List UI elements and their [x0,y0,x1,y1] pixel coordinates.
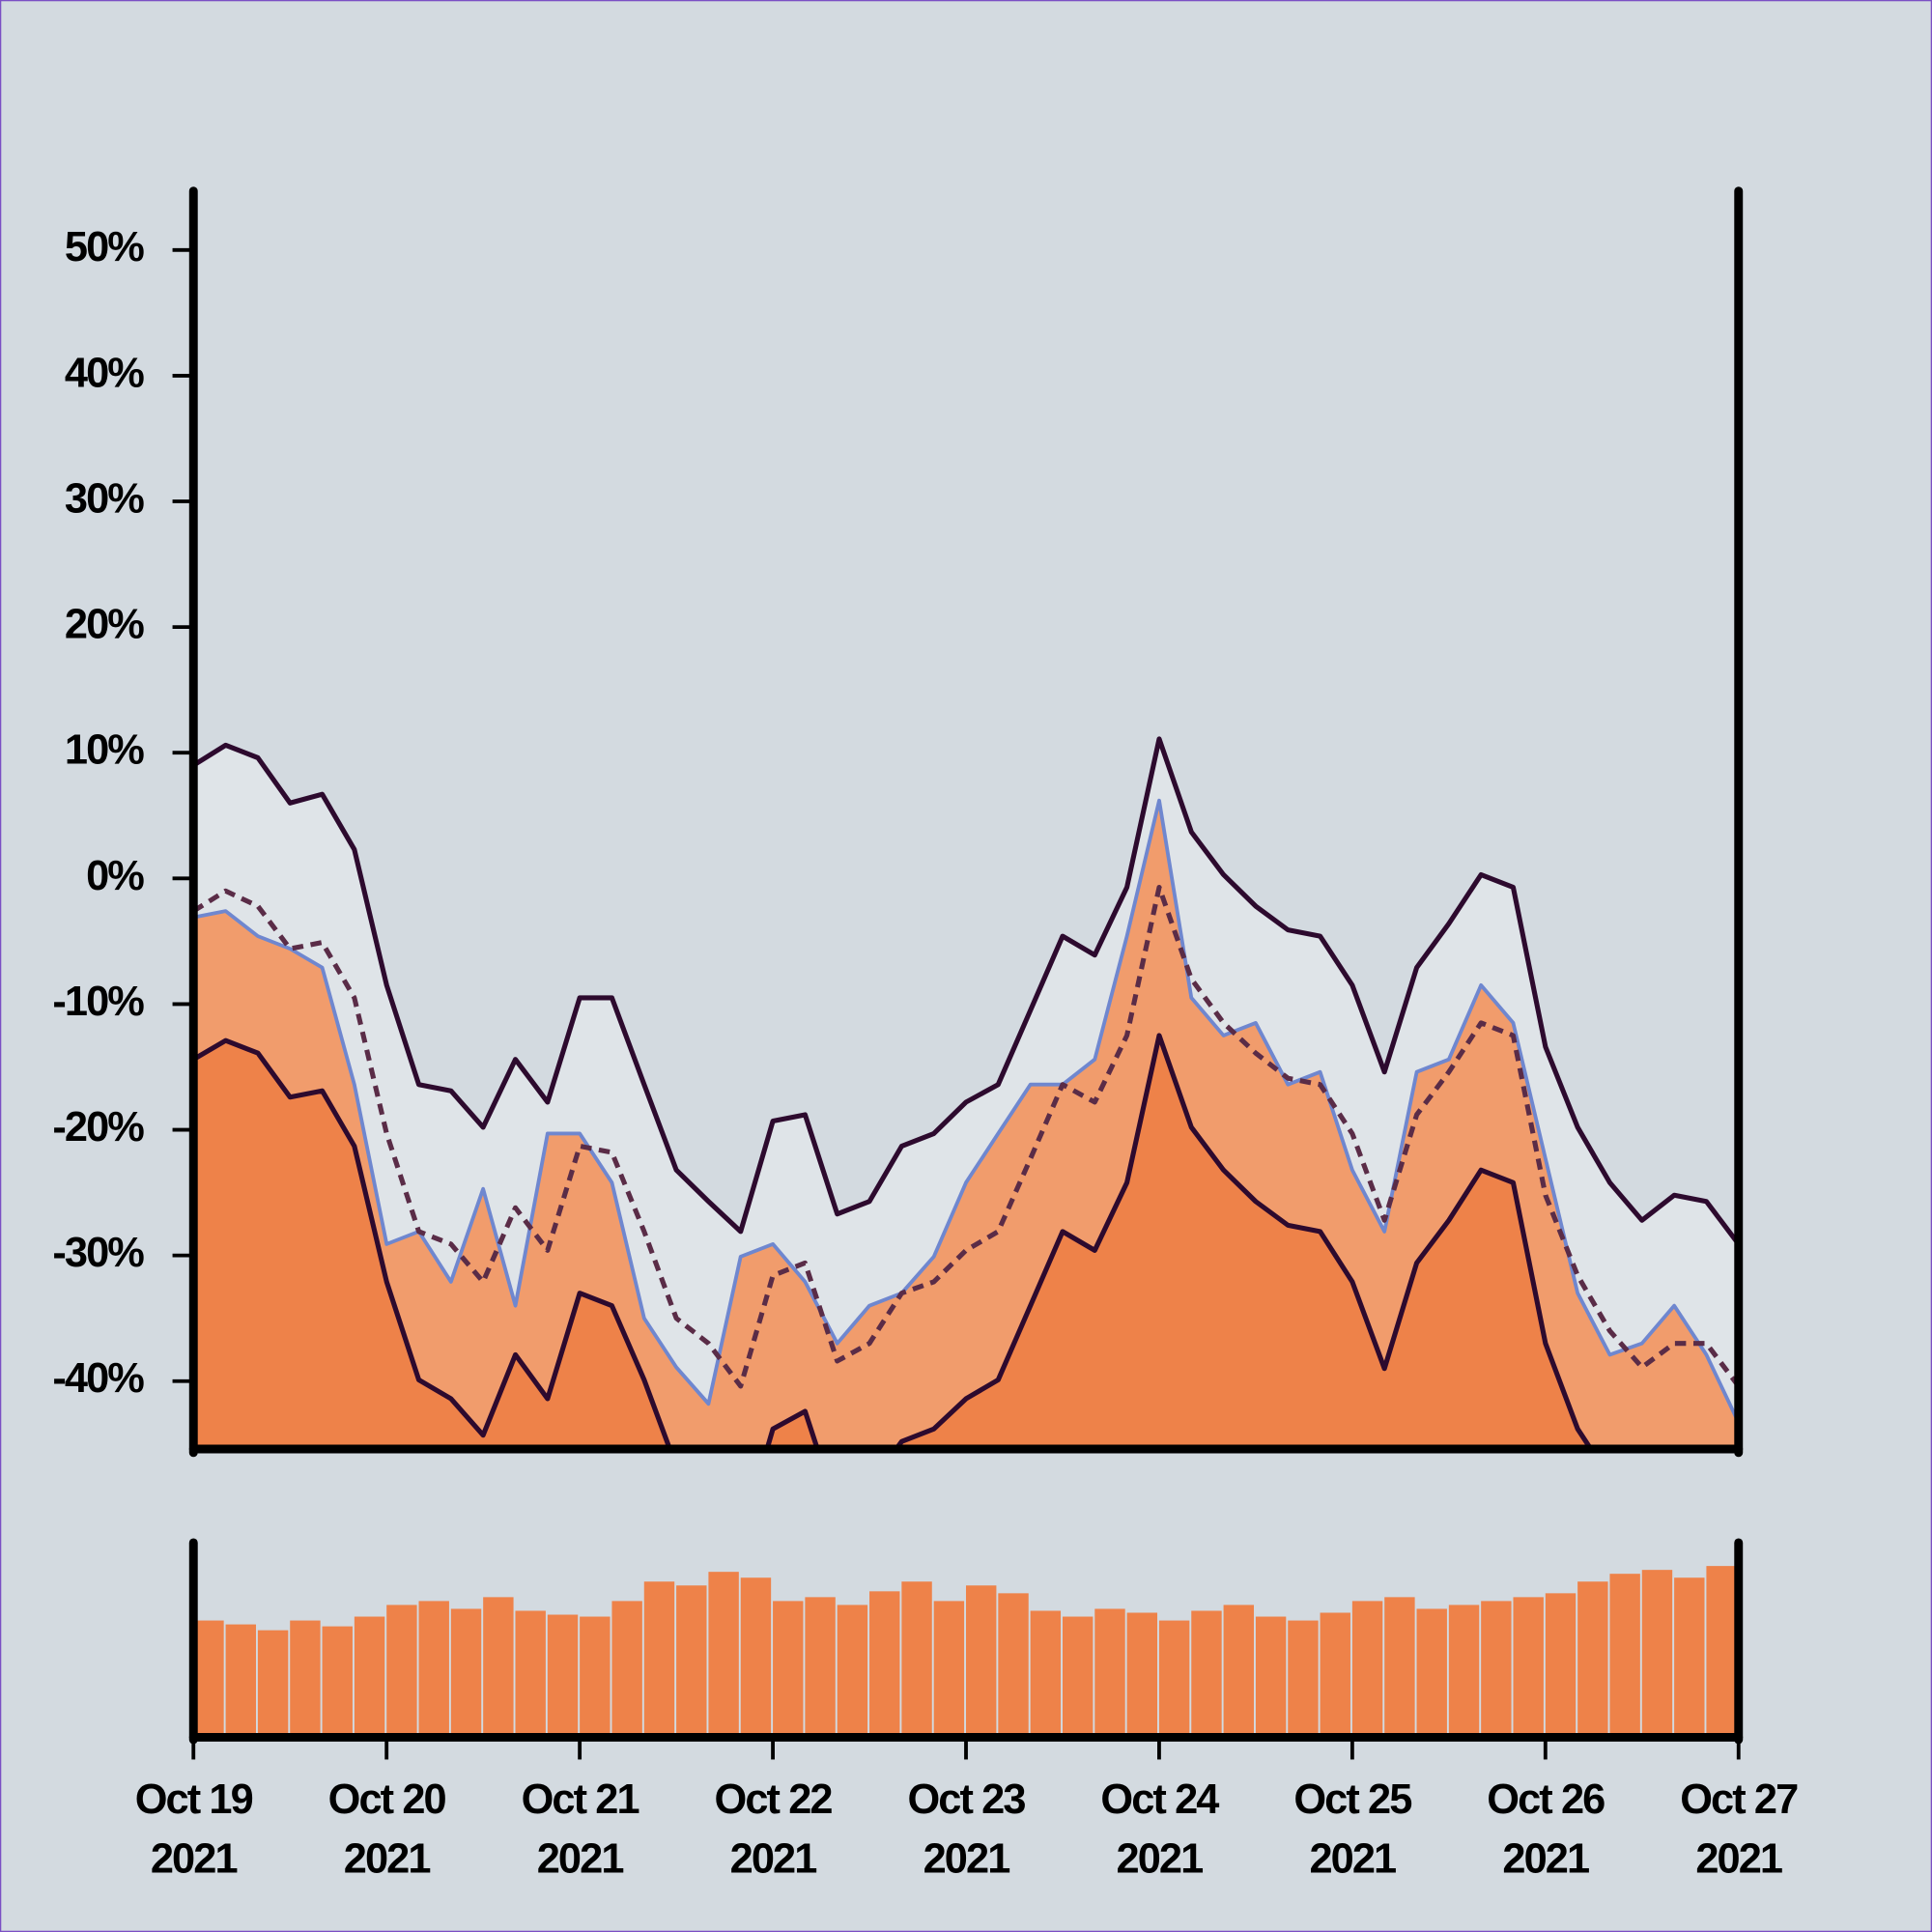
x-tick-label-line: Oct 21 [522,1777,639,1824]
volume-bar [740,1577,772,1738]
x-tick-label-line: Oct 20 [328,1777,446,1824]
y-tick-label: 40% [65,350,144,396]
x-tick-label-line: Oct 27 [1680,1777,1798,1824]
y-tick-label: -10% [52,979,144,1025]
volume-bar [1577,1581,1608,1738]
volume-bar [1351,1601,1383,1738]
x-tick-label-line: Oct 26 [1487,1777,1605,1824]
area-fill [193,1035,1591,1449]
x-tick-label-line: Oct 25 [1293,1777,1411,1824]
volume-bar [193,1620,224,1738]
volume-bar [386,1605,417,1738]
volume-bar [1384,1597,1415,1738]
x-tick-label: Oct 26 2021 [1487,1777,1605,1883]
y-tick-label: -40% [52,1355,144,1402]
y-tick-label: 0% [86,853,144,899]
plot-area [193,736,1739,1449]
x-tick-label-line: 2021 [1502,1836,1589,1883]
x-tick-label-line: 2021 [1695,1836,1782,1883]
volume-bar [547,1614,579,1738]
volume-bar [1030,1610,1062,1738]
volume-bar [1126,1612,1158,1738]
volume-bar [515,1610,546,1738]
volume-bar [1609,1574,1640,1738]
x-tick-label-line: 2021 [1117,1836,1204,1883]
volume-bar [708,1572,739,1738]
y-tick-label: 20% [65,602,144,648]
volume-bar [1416,1608,1447,1738]
volume-bar [805,1597,836,1738]
volume-bar [483,1597,514,1738]
x-tick-label: Oct 27 2021 [1680,1777,1798,1883]
x-tick-label-line: Oct 24 [1100,1777,1219,1824]
volume-bar [1481,1601,1512,1738]
line [193,736,1739,1246]
x-tick-label-line: 2021 [151,1836,238,1883]
volume-bar [643,1581,675,1738]
volume-bar [1094,1608,1125,1738]
volume-bar [1288,1620,1319,1738]
volume-bar [1641,1570,1673,1738]
x-tick-label-line: 2021 [730,1836,817,1883]
volume-bar [869,1591,900,1738]
volume-bar [1448,1605,1480,1738]
volume-bar [1255,1616,1287,1738]
volume-bar [611,1601,642,1738]
x-tick-label: Oct 22 2021 [715,1777,833,1883]
x-tick-label-line: 2021 [344,1836,431,1883]
volume-bar [450,1608,482,1738]
volume-bar [290,1620,321,1738]
volume-bar [1223,1605,1254,1738]
x-tick-label-line: Oct 19 [135,1777,253,1824]
volume-bar [1706,1566,1737,1738]
x-tick-label-line: 2021 [537,1836,624,1883]
y-tick-label: -30% [52,1230,144,1276]
volume-bar [257,1630,289,1738]
y-tick-label: 30% [65,475,144,522]
x-tick-label: Oct 23 2021 [907,1777,1025,1883]
volume-bar [1674,1577,1705,1738]
volume-bar [354,1616,385,1738]
x-tick-label: Oct 25 2021 [1293,1777,1411,1883]
volume-bar [580,1616,611,1738]
x-tick-label-line: Oct 22 [715,1777,833,1824]
volume-bar [901,1581,932,1738]
x-tick-label-line: Oct 23 [907,1777,1025,1824]
volume-area [193,1566,1737,1738]
volume-bar [1158,1620,1190,1738]
volume-bar [1545,1593,1577,1738]
y-tick-label: 10% [65,727,144,774]
volume-bar [773,1601,804,1738]
line [193,798,1739,1424]
x-tick-label: Oct 24 2021 [1100,1777,1219,1883]
volume-bar [1320,1612,1350,1738]
volume-bar [966,1585,997,1738]
volume-bar [322,1626,353,1738]
volume-bar [225,1624,256,1738]
x-tick-label-line: 2021 [1309,1836,1396,1883]
line [193,1033,1594,1449]
volume-bar [998,1593,1029,1738]
volume-bar [418,1601,449,1738]
volume-bar [1513,1597,1544,1738]
x-tick-label: Oct 21 2021 [522,1777,639,1883]
volume-bar [676,1585,707,1738]
x-tick-label: Oct 19 2021 [135,1777,253,1883]
volume-bar [837,1605,868,1738]
x-tick-label-line: 2021 [923,1836,1010,1883]
volume-bar [933,1601,965,1738]
axes: -40% -30% -20% -10% 0% 10% 20% 30% 40% 50% Oct 19 2… [52,186,1800,1883]
middle-band-line [193,884,1739,1389]
volume-bar [1191,1610,1222,1738]
y-tick-label: 50% [65,224,144,270]
y-tick-label: -20% [52,1104,144,1151]
volume-bar [1062,1616,1094,1738]
x-tick-label: Oct 20 2021 [328,1777,446,1883]
